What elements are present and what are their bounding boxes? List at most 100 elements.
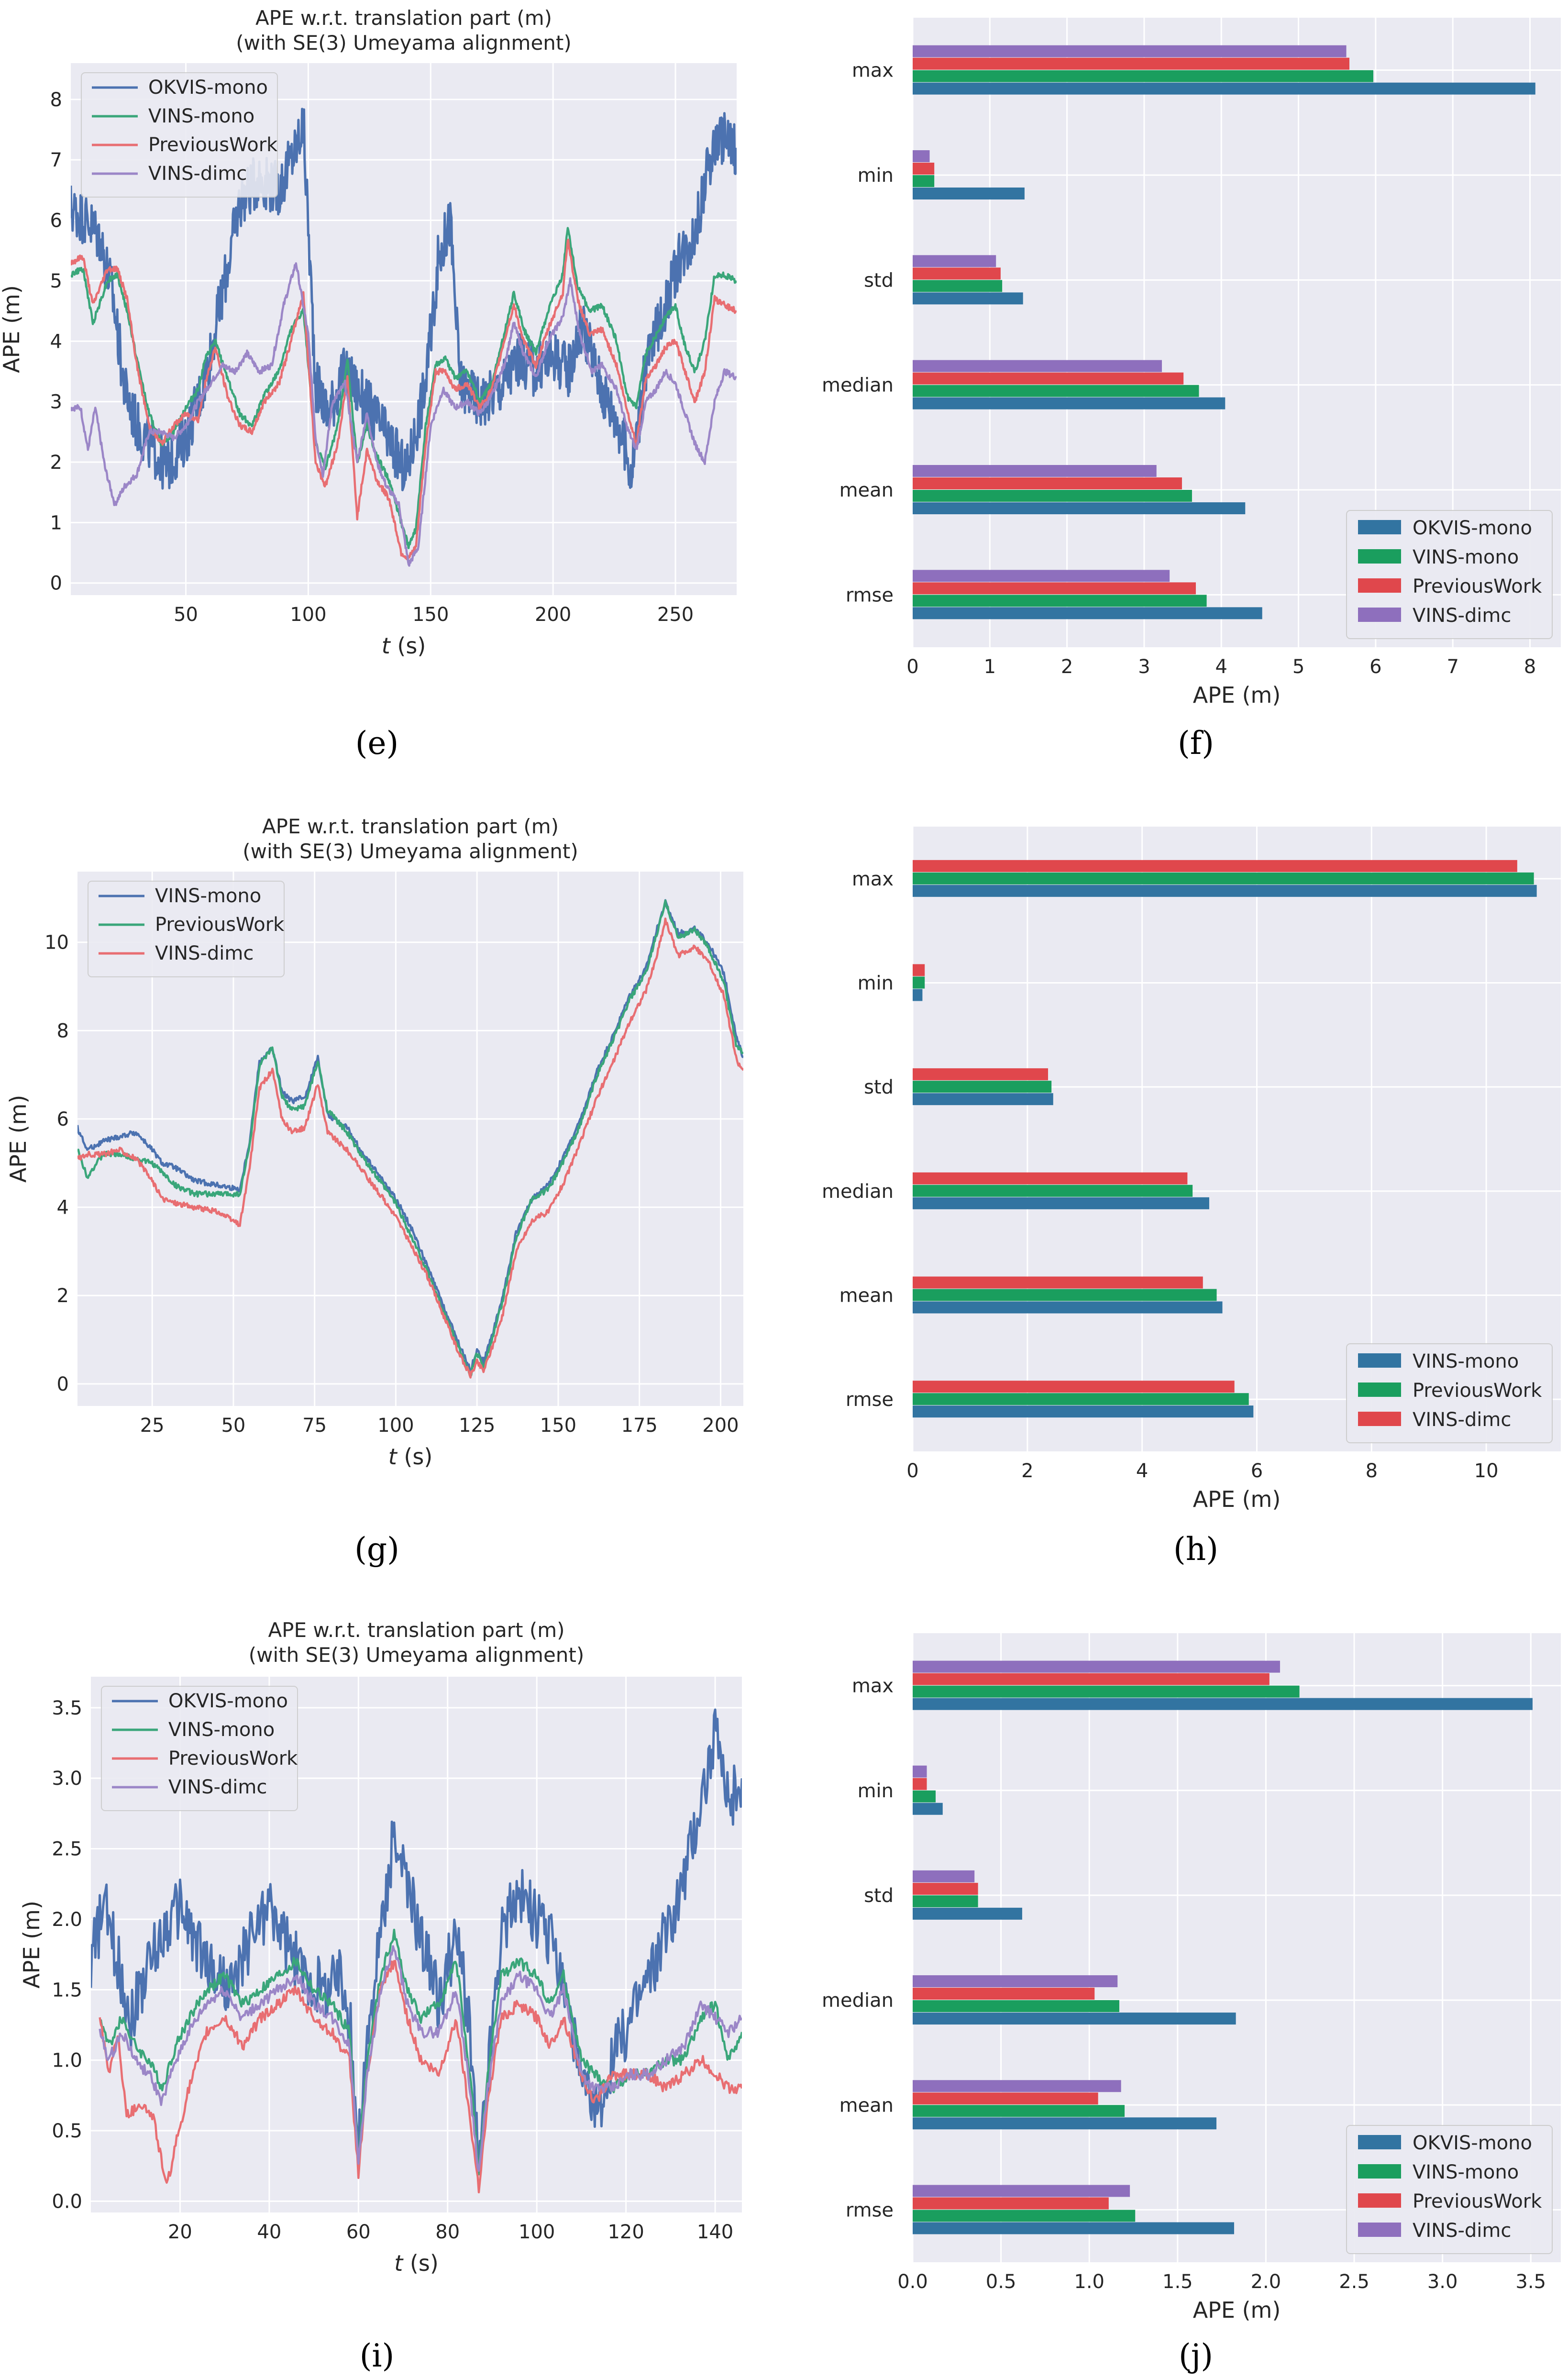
y-tick-label: 4 <box>50 331 62 353</box>
x-tick-label: 150 <box>540 1415 576 1437</box>
bar-std-VINS-mono <box>913 280 1003 292</box>
x-tick-label: 2.5 <box>1339 2271 1369 2293</box>
legend-box <box>1346 510 1553 639</box>
x-tick-label: 6 <box>1369 656 1381 678</box>
x-axis-label-unit: (s) <box>397 1444 432 1470</box>
bar-std-OKVIS-mono <box>913 1907 1022 1920</box>
category-label: min <box>858 973 894 995</box>
legend-swatch <box>1358 608 1401 622</box>
y-tick-label: 2.0 <box>52 1909 82 1931</box>
x-tick-label: 8 <box>1366 1460 1378 1482</box>
bar-rmse-OKVIS-mono <box>913 2222 1234 2234</box>
y-tick-label: 0.0 <box>52 2190 82 2212</box>
bar-mean-VINS-dimc <box>913 2080 1121 2092</box>
x-tick-label: 4 <box>1136 1460 1148 1482</box>
chart-g: 25 50 75 100 125 150 175 200 0 2 4 6 8 10 APE w.r.t. t… <box>5 815 743 1470</box>
bar-min-OKVIS-mono <box>913 188 1025 199</box>
bar-rmse-PreviousWork <box>913 2197 1109 2210</box>
category-label: max <box>852 868 894 890</box>
bar-median-VINS-dimc <box>913 1975 1118 1988</box>
legend-swatch <box>1358 578 1401 593</box>
legend-swatch <box>1358 1353 1401 1368</box>
legend-label: PreviousWork <box>155 914 285 936</box>
legend-box <box>1346 2125 1553 2254</box>
category-label: std <box>864 1076 894 1098</box>
bar-rmse-VINS-mono <box>913 2210 1136 2222</box>
chart-subtitle: (with SE(3) Umeyama alignment) <box>243 840 578 863</box>
bar-rmse-PreviousWork <box>913 1393 1249 1405</box>
bar-mean-PreviousWork <box>913 477 1182 489</box>
bar-min-PreviousWork <box>913 976 925 989</box>
x-axis-label-var: t <box>382 633 391 659</box>
x-tick-label: 200 <box>535 604 571 626</box>
legend-label: VINS-dimc <box>148 163 247 185</box>
panel-label-g: (g) <box>354 1531 399 1568</box>
bar-std-PreviousWork <box>913 1081 1052 1093</box>
legend-label: VINS-mono <box>1413 1350 1519 1372</box>
bar-mean-VINS-dimc <box>913 465 1157 477</box>
legend-label: PreviousWork <box>1413 1380 1542 1402</box>
legend-label: VINS-mono <box>155 885 261 907</box>
legend-label: VINS-mono <box>168 1719 275 1741</box>
y-tick-label: 2 <box>57 1285 69 1307</box>
bar-mean-OKVIS-mono <box>913 502 1246 514</box>
x-tick-label: 3.0 <box>1427 2271 1458 2293</box>
category-label: median <box>822 1990 894 2012</box>
chart-i: 20 40 60 80 100 120 140 0.0 0.5 1.0 1.5 2.0 2.5 3.0 3.… <box>19 1618 742 2276</box>
bar-min-VINS-mono <box>913 989 923 1001</box>
x-tick-label: 200 <box>702 1415 739 1437</box>
y-tick-label: 3 <box>50 391 62 413</box>
y-tick-label: 3.5 <box>52 1697 82 1719</box>
category-label: std <box>864 269 894 291</box>
legend-label: VINS-dimc <box>155 942 254 964</box>
bar-std-PreviousWork <box>913 1882 978 1895</box>
bar-max-VINS-dimc <box>913 1660 1280 1673</box>
bar-rmse-OKVIS-mono <box>913 607 1262 619</box>
x-axis-label: APE (m) <box>1193 2297 1281 2323</box>
panel-label-j: (j) <box>1179 2337 1213 2374</box>
series-line-OKVIS-mono <box>71 108 737 491</box>
y-tick-label: 1.0 <box>52 2050 82 2072</box>
bar-median-PreviousWork <box>913 372 1184 385</box>
legend-label: PreviousWork <box>168 1748 298 1770</box>
x-tick-label: 2 <box>1061 656 1073 678</box>
y-tick-label: 2.5 <box>52 1838 82 1860</box>
legend-swatch <box>1358 1383 1401 1397</box>
x-tick-label: 3.5 <box>1515 2271 1546 2293</box>
x-tick-label: 0.5 <box>986 2271 1016 2293</box>
y-tick-label: 1.5 <box>52 1979 82 2001</box>
series-line-VINS-dimc <box>71 262 737 567</box>
y-axis-label: APE (m) <box>19 1901 44 1989</box>
x-tick-label: 125 <box>459 1415 495 1437</box>
x-axis-label-unit: (s) <box>403 2250 438 2276</box>
x-tick-label: 4 <box>1215 656 1227 678</box>
category-label: mean <box>839 479 894 501</box>
category-label: mean <box>839 2094 894 2116</box>
category-label: mean <box>839 1285 894 1307</box>
bar-rmse-VINS-mono <box>913 595 1207 607</box>
y-tick-label: 7 <box>50 149 62 171</box>
x-tick-label: 50 <box>174 604 198 626</box>
y-tick-label: 1 <box>50 512 62 534</box>
legend-swatch <box>1358 1412 1401 1426</box>
x-tick-label: 140 <box>697 2221 733 2243</box>
legend-swatch <box>1358 2164 1401 2179</box>
y-axis-label: APE (m) <box>5 1095 31 1183</box>
bar-rmse-PreviousWork <box>913 582 1196 595</box>
series-line-VINS-dimc <box>77 917 743 1379</box>
bar-min-VINS-mono <box>913 175 935 187</box>
bar-std-VINS-mono <box>913 1895 978 1907</box>
category-label: rmse <box>846 584 894 606</box>
bar-min-OKVIS-mono <box>913 1803 943 1815</box>
legend-swatch <box>1358 520 1401 534</box>
panel-label-e: (e) <box>355 725 399 762</box>
x-tick-label: 0.0 <box>897 2271 928 2293</box>
bar-median-VINS-mono <box>913 1197 1209 1209</box>
chart-subtitle: (with SE(3) Umeyama alignment) <box>249 1643 585 1667</box>
bar-mean-VINS-mono <box>913 2105 1125 2117</box>
series-line-OKVIS-mono <box>91 1708 742 2175</box>
bar-median-VINS-dimc <box>913 1172 1188 1184</box>
panel-label-i: (i) <box>359 2337 395 2374</box>
x-axis-label: APE (m) <box>1193 1486 1281 1512</box>
legend-label: PreviousWork <box>148 134 278 156</box>
